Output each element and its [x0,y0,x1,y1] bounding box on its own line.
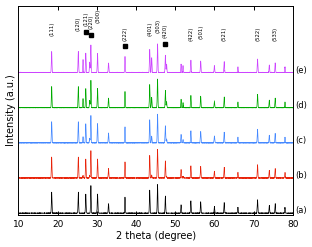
Text: (422): (422) [188,27,193,41]
Text: (d): (d) [295,101,307,110]
X-axis label: 2 theta (degree): 2 theta (degree) [115,231,196,242]
Text: (e): (e) [295,66,307,75]
Text: (522): (522) [255,27,260,41]
Text: (501): (501) [198,25,203,39]
Text: (120): (120) [76,17,81,31]
Text: (300): (300) [95,9,100,23]
Text: (220): (220) [88,15,93,29]
Text: (111): (111) [49,21,54,36]
Text: (b): (b) [295,171,307,180]
Text: (533): (533) [273,27,278,41]
Y-axis label: Intensity (a.u.): Intensity (a.u.) [6,74,16,146]
Text: (521): (521) [222,27,227,41]
Text: (222): (222) [123,26,128,41]
Text: (a): (a) [295,206,306,215]
Text: (303): (303) [155,19,160,33]
Text: (121): (121) [83,12,88,26]
Text: (401): (401) [147,21,152,36]
Text: (420): (420) [163,24,168,38]
Text: (c): (c) [295,136,306,145]
